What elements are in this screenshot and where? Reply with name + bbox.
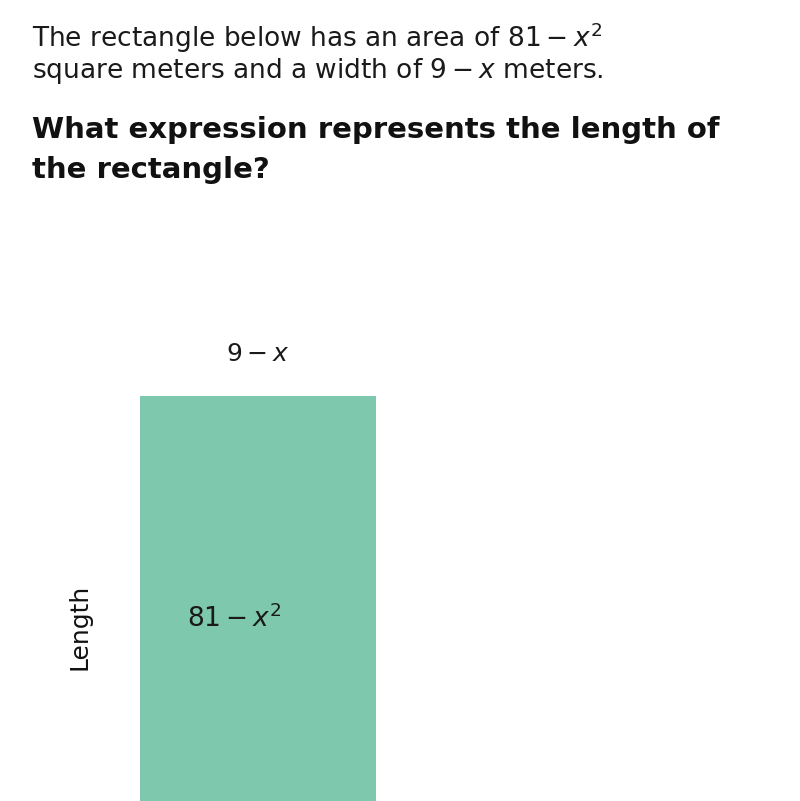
Text: Length: Length: [68, 584, 92, 670]
Text: $81 - x^2$: $81 - x^2$: [187, 603, 282, 632]
Text: square meters and a width of $9-x$ meters.: square meters and a width of $9-x$ meter…: [32, 56, 603, 86]
Text: the rectangle?: the rectangle?: [32, 156, 270, 184]
Text: The rectangle below has an area of $81-x^2$: The rectangle below has an area of $81-x…: [32, 20, 602, 54]
FancyBboxPatch shape: [140, 396, 376, 801]
Text: $9 - x$: $9 - x$: [226, 343, 290, 366]
Text: What expression represents the length of: What expression represents the length of: [32, 116, 719, 144]
